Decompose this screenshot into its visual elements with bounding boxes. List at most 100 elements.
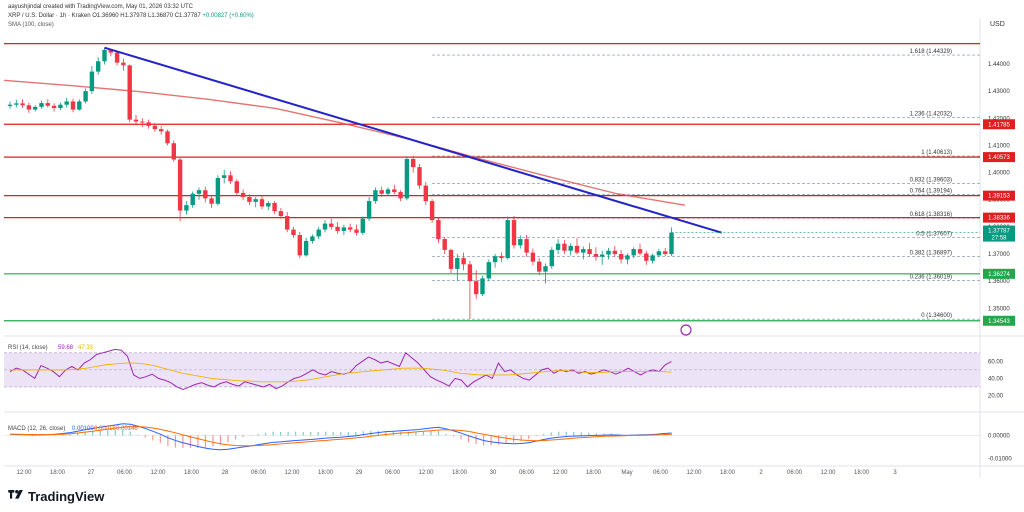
time-tick-label: 12:00: [418, 470, 434, 476]
candle-body: [543, 266, 548, 272]
candle-body: [278, 211, 284, 216]
fibonacci-level-label: 0.5 (1.37607): [916, 231, 952, 237]
price-tick-label: 1.39000: [988, 198, 1010, 204]
candle-body: [45, 103, 50, 106]
tradingview-footer[interactable]: TradingView: [8, 488, 104, 504]
time-tick-label: 18:00: [184, 470, 200, 476]
candle-body: [26, 105, 32, 110]
price-tick-label: 1.37000: [988, 252, 1010, 258]
support-price-tag: [983, 268, 1015, 279]
candle-body: [549, 249, 554, 267]
macd-histogram-value: 0.00146: [116, 426, 138, 432]
time-tick-label: 29: [356, 470, 363, 476]
candle-body: [518, 239, 523, 246]
candle-body: [524, 239, 529, 253]
candle-body: [121, 62, 126, 66]
candle-body: [165, 131, 170, 144]
symbol-name: XRP / U.S. Dollar · 1h · Kraken: [8, 13, 91, 19]
candle-body: [322, 223, 328, 230]
time-tick-label: 12:00: [150, 470, 166, 476]
macd-tick-label: 0.00000: [988, 433, 1010, 439]
candle-body: [14, 103, 19, 105]
candle-body: [247, 197, 252, 202]
candle-body: [234, 181, 239, 193]
candle-body: [64, 101, 69, 105]
candle-body: [159, 129, 164, 132]
candle-body: [96, 61, 101, 72]
candle-body: [637, 249, 643, 254]
candle-body: [606, 250, 611, 255]
candle-body: [102, 49, 107, 62]
candle-body: [436, 220, 441, 240]
candle-body: [612, 250, 617, 254]
macd-tick-label: -0.01000: [988, 457, 1012, 463]
author-line: aayushjindal created with TradingView.co…: [8, 4, 193, 10]
candle-body: [360, 218, 365, 233]
support-price-label: 1.36274: [988, 272, 1010, 278]
candle-body: [480, 278, 485, 295]
candle-body: [310, 236, 315, 241]
candle-body: [593, 254, 599, 257]
candle-body: [140, 121, 145, 123]
candle-body: [152, 125, 158, 130]
candle-body: [146, 122, 151, 126]
candle-body: [669, 232, 674, 254]
candle-body: [196, 190, 202, 194]
candle-body: [259, 199, 265, 207]
rsi-tick-label: 20.00: [988, 393, 1004, 399]
candle-body: [429, 201, 435, 221]
candle-body: [448, 249, 454, 269]
time-tick-label: 12:00: [284, 470, 300, 476]
candle-body: [51, 105, 57, 108]
candle-body: [266, 202, 271, 207]
candle-body: [316, 229, 321, 237]
candle-body: [7, 104, 13, 107]
price-tick-label: 1.36000: [988, 279, 1010, 285]
support-price-label: 1.34543: [988, 319, 1010, 325]
candle-body: [568, 245, 573, 251]
candle-body: [108, 49, 113, 53]
sma-legend[interactable]: SMA (100, close): [8, 22, 54, 28]
resistance-price-tag: [983, 152, 1015, 163]
candle-body: [33, 106, 38, 110]
candle-body: [385, 189, 391, 194]
time-tick-label: 12:00: [820, 470, 836, 476]
price-tick-label: 1.44000: [988, 62, 1010, 68]
fibonacci-level-label: 1.618 (1.44329): [910, 49, 952, 55]
candle-body: [373, 190, 378, 202]
rsi-ma-line: [10, 362, 672, 383]
candle-body: [83, 91, 88, 102]
candle-body: [631, 249, 636, 256]
time-tick-label: 06:00: [787, 470, 803, 476]
candle-body: [530, 252, 536, 262]
candle-body: [89, 71, 95, 92]
resistance-price-tag: [983, 119, 1015, 130]
candle-countdown: 27:58: [991, 236, 1007, 242]
candle-body: [625, 255, 630, 260]
candle-body: [335, 226, 340, 231]
high-value: H1.37978: [120, 13, 147, 19]
time-tick-label: 12:00: [686, 470, 702, 476]
macd-legend-label: MACD (12, 26, close): [8, 426, 65, 432]
resistance-price-tag: [983, 190, 1015, 201]
rsi-tick-label: 60.00: [988, 359, 1004, 365]
rsi-ma-value: 47.33: [78, 345, 94, 351]
resistance-price-label: 1.40573: [988, 155, 1010, 161]
fibonacci-level-label: 0.236 (1.36019): [910, 275, 952, 281]
resistance-price-label: 1.38336: [988, 216, 1010, 222]
current-price-tag: [983, 225, 1015, 242]
candle-body: [329, 223, 334, 227]
time-tick-label: 18:00: [50, 470, 66, 476]
candle-body: [474, 281, 479, 295]
low-value: L1.36870: [148, 13, 174, 19]
price-tick-label: 1.43000: [988, 89, 1010, 95]
open-value: O1.36960: [92, 13, 119, 19]
rsi-legend-label: RSI (14, close): [8, 345, 48, 351]
candle-body: [505, 220, 510, 259]
candle-body: [209, 198, 214, 204]
price-tick-label: 1.41000: [988, 143, 1010, 149]
time-tick-label: 12:00: [552, 470, 568, 476]
price-tick-label: 1.40000: [988, 171, 1010, 177]
candle-body: [240, 192, 246, 197]
